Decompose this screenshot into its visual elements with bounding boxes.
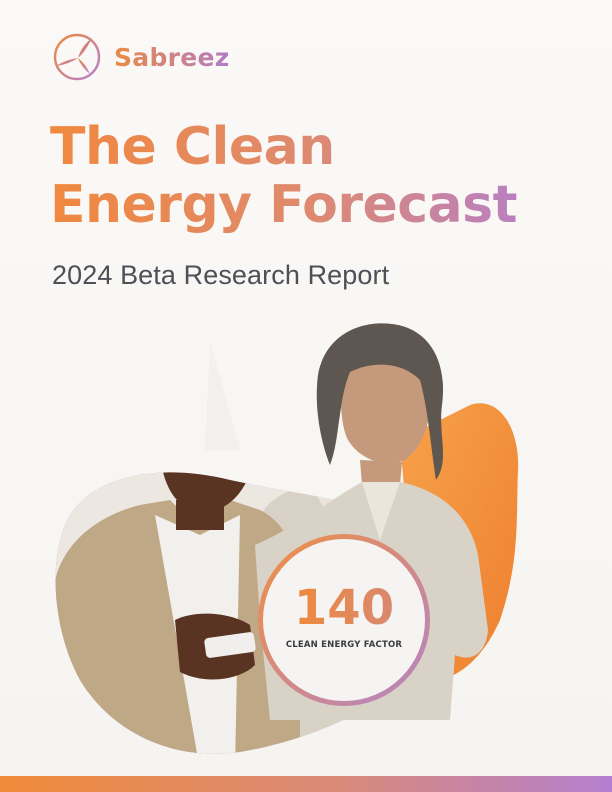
title-line-1: The Clean [50, 117, 335, 177]
brand-logo: Sabreez [52, 32, 230, 82]
report-subtitle: 2024 Beta Research Report [52, 260, 390, 290]
title-line-2: Energy Forecast [50, 175, 517, 235]
wind-turbine-icon [53, 33, 101, 81]
stat-label: CLEAN ENERGY FACTOR [285, 640, 403, 650]
footer-gradient-bar [0, 776, 612, 792]
cover-photo-illustration [55, 323, 519, 754]
brand-name: Sabreez [114, 42, 230, 72]
report-title: The Clean Energy Forecast [50, 118, 517, 234]
badge-inner: 140 CLEAN ENERGY FACTOR [263, 539, 425, 701]
clean-energy-factor-badge: 140 CLEAN ENERGY FACTOR [258, 534, 430, 706]
stat-value: 140 [293, 580, 395, 636]
